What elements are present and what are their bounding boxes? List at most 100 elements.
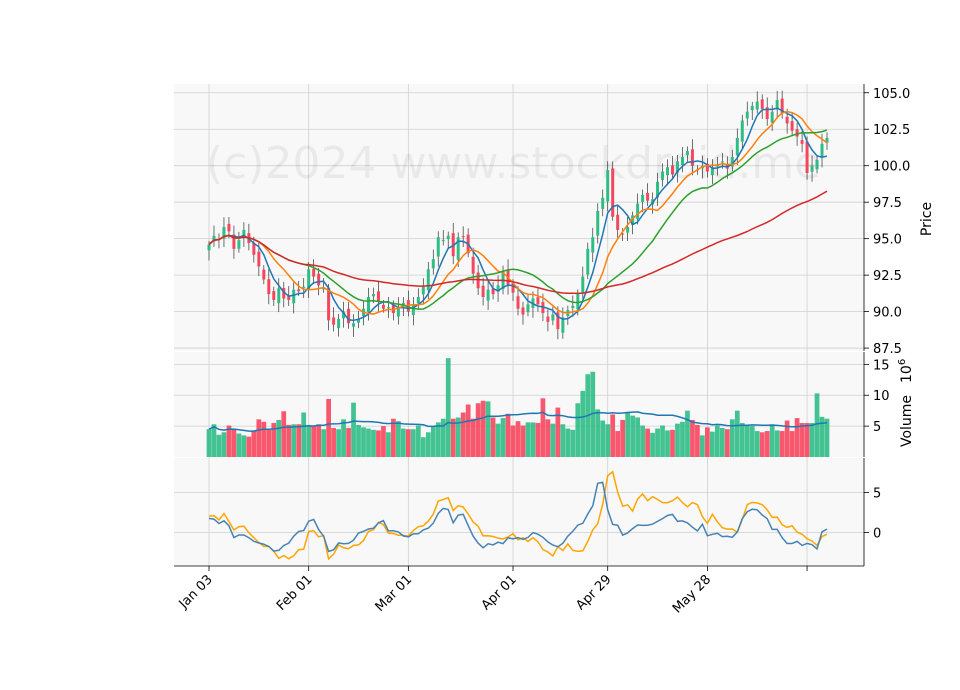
volume-bar — [296, 424, 302, 457]
volume-bar — [774, 430, 780, 457]
volume-bar — [346, 427, 351, 457]
candle-body — [516, 296, 520, 309]
candle-body — [690, 149, 694, 166]
volume-y-tick-label: 15 — [873, 358, 890, 373]
candle-body — [391, 304, 395, 314]
volume-bar — [495, 423, 501, 457]
volume-bar — [605, 424, 611, 457]
moving-average-line-ma-medium — [208, 110, 828, 315]
x-tick-label: Feb 01 — [274, 572, 316, 614]
volume-bar — [535, 423, 541, 457]
volume-bar — [665, 430, 670, 457]
candle-body — [486, 289, 490, 301]
candle-body — [222, 226, 226, 239]
volume-bar — [401, 428, 406, 457]
candle-body — [685, 151, 689, 156]
candle-body — [416, 297, 420, 304]
candle-body — [526, 304, 530, 313]
volume-bar — [749, 426, 755, 457]
volume-bar — [485, 401, 491, 457]
x-tick-label: May 28 — [670, 572, 714, 616]
volume-bar — [396, 421, 401, 457]
x-tick-label: Apr 29 — [573, 572, 614, 613]
candle-body — [207, 244, 211, 251]
indicator-y-ticks: 50 — [864, 486, 881, 541]
candle-body — [267, 279, 271, 295]
candle-body — [327, 287, 331, 321]
candle-body — [641, 194, 645, 202]
volume-bar — [610, 414, 616, 457]
price-y-tick-label: 95.0 — [873, 233, 902, 248]
volume-bar — [819, 416, 825, 457]
volume-bar — [256, 419, 262, 457]
volume-bar — [261, 421, 267, 457]
candle-body — [561, 317, 565, 333]
volume-bar — [779, 431, 785, 457]
volume-bar — [719, 427, 725, 457]
candle-body — [551, 314, 555, 321]
volume-bar — [316, 424, 322, 457]
candle-body — [825, 137, 829, 143]
candle-body — [616, 214, 620, 230]
volume-bar — [635, 417, 640, 457]
candle-body — [262, 269, 266, 280]
volume-bar — [520, 425, 526, 457]
candle-body — [785, 116, 789, 124]
volume-bar — [675, 423, 680, 457]
candle-body — [705, 163, 709, 172]
volume-bar — [241, 435, 247, 457]
candle-body — [237, 240, 241, 249]
volume-bar — [336, 429, 341, 457]
volume-bar — [420, 437, 426, 457]
volume-bar — [575, 403, 581, 457]
volume-bar — [326, 398, 331, 457]
volume-bar — [465, 404, 471, 457]
candle-body — [621, 233, 625, 235]
volume-bar — [530, 422, 536, 457]
volume-bar — [705, 427, 710, 457]
candle-body — [302, 286, 306, 289]
candle-body — [656, 181, 660, 198]
candle-body — [675, 161, 679, 173]
volume-bar — [615, 431, 621, 457]
volume-bar — [425, 432, 431, 457]
candle-body — [471, 256, 475, 274]
candle-body — [282, 287, 286, 299]
price-y-tick-label: 102.5 — [873, 123, 910, 138]
volume-bars — [206, 358, 830, 457]
volume-bar — [640, 425, 645, 457]
candle-body — [591, 237, 595, 253]
candle-body — [765, 107, 769, 120]
candle-body — [381, 304, 385, 309]
volume-bar — [435, 422, 441, 457]
volume-bar — [744, 425, 750, 457]
candle-body — [332, 317, 336, 325]
volume-bar — [600, 420, 606, 457]
volume-bar — [361, 427, 366, 457]
candle-body — [481, 285, 485, 298]
candle-body — [232, 234, 236, 249]
candle-body — [671, 165, 674, 175]
volume-bar — [415, 425, 421, 457]
volume-bar — [455, 417, 461, 457]
indicator-line-signal — [208, 470, 828, 561]
candlesticks — [207, 90, 829, 340]
volume-bar — [794, 418, 800, 457]
volume-bar — [515, 421, 521, 457]
volume-bar — [341, 419, 346, 457]
volume-moving-average — [208, 411, 828, 432]
candle-body — [491, 288, 495, 295]
volume-bar — [799, 423, 805, 457]
volume-bar — [306, 424, 312, 457]
candle-body — [212, 235, 216, 242]
volume-bar — [246, 436, 252, 457]
candle-body — [317, 273, 321, 286]
volume-bar — [734, 410, 740, 457]
volume-bar — [655, 428, 660, 457]
volume-bar — [710, 431, 715, 457]
candle-body — [546, 316, 550, 322]
candle-body — [770, 111, 774, 123]
candle-body — [810, 165, 814, 172]
candle-body — [322, 288, 326, 290]
